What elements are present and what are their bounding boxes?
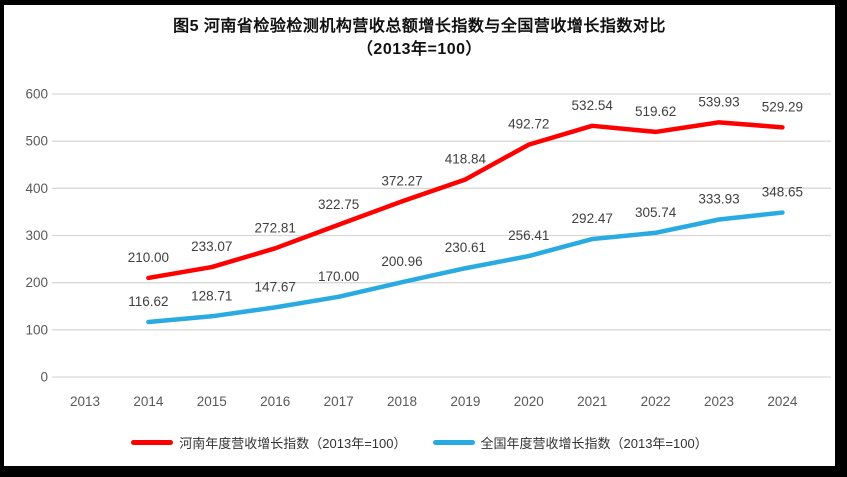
data-point-label: 230.61	[445, 240, 486, 255]
data-point-label: 128.71	[191, 288, 232, 303]
legend-item-henan: 河南年度营收增长指数（2013年=100）	[131, 433, 407, 452]
legend-line-national-icon	[432, 440, 475, 445]
data-point-label: 539.93	[698, 94, 739, 109]
data-point-label: 333.93	[698, 191, 739, 206]
y-axis-tick-label: 0	[40, 370, 48, 385]
data-point-label: 272.81	[255, 220, 296, 235]
data-point-label: 418.84	[445, 151, 487, 166]
data-point-label: 256.41	[508, 228, 549, 243]
data-point-label: 322.75	[318, 197, 359, 212]
y-axis-tick-label: 500	[25, 134, 48, 149]
legend-label-national: 全国年度营收增长指数（2013年=100）	[480, 436, 708, 451]
legend-item-national: 全国年度营收增长指数（2013年=100）	[432, 433, 708, 452]
x-axis-tick-label: 2020	[514, 394, 544, 409]
x-axis-tick-label: 2017	[324, 394, 354, 409]
data-point-label: 348.65	[762, 185, 803, 200]
data-point-label: 210.00	[128, 250, 169, 265]
data-point-label: 492.72	[508, 117, 549, 132]
chart-legend: 河南年度营收增长指数（2013年=100） 全国年度营收增长指数（2013年=1…	[4, 433, 835, 452]
chart-title: 图5 河南省检验检测机构营收总额增长指数与全国营收增长指数对比 （2013年=1…	[4, 15, 835, 61]
legend-label-henan: 河南年度营收增长指数（2013年=100）	[179, 436, 407, 451]
y-axis-tick-label: 400	[25, 181, 48, 196]
x-axis-tick-label: 2019	[450, 394, 480, 409]
data-point-label: 529.29	[762, 99, 803, 114]
y-axis-tick-label: 200	[25, 275, 48, 290]
data-point-label: 147.67	[255, 279, 296, 294]
line-chart-plot: 0 100 200 300 400 500 600 2013 2014 2015 2016 2017 2…	[25, 87, 831, 409]
chart-title-line2: （2013年=100）	[356, 41, 483, 58]
x-axis-tick-label: 2014	[133, 394, 164, 409]
x-axis-tick-label: 2016	[260, 394, 290, 409]
x-axis-tick-label: 2015	[197, 394, 227, 409]
data-point-label: 116.62	[128, 294, 168, 309]
x-axis-tick-label: 2023	[704, 394, 734, 409]
data-point-label: 170.00	[318, 269, 359, 284]
data-point-label: 532.54	[572, 98, 614, 113]
data-point-label: 292.47	[572, 211, 613, 226]
data-point-label: 519.62	[635, 104, 676, 119]
national-series-line	[146, 210, 785, 325]
x-axis-tick-label: 2024	[767, 394, 798, 409]
chart-title-line1: 图5 河南省检验检测机构营收总额增长指数与全国营收增长指数对比	[173, 18, 666, 35]
y-axis-tick-label: 100	[25, 322, 48, 337]
data-point-label: 372.27	[381, 173, 422, 188]
henan-series-line	[146, 120, 785, 281]
y-axis-tick-label: 300	[25, 228, 48, 243]
legend-line-henan-icon	[131, 440, 174, 445]
data-point-label: 233.07	[191, 239, 232, 254]
x-axis-tick-label: 2013	[70, 394, 100, 409]
x-axis-tick-label: 2022	[641, 394, 671, 409]
data-point-label: 305.74	[635, 205, 677, 220]
y-axis-tick-label: 600	[25, 87, 48, 102]
x-axis-tick-label: 2021	[577, 394, 607, 409]
data-point-label: 200.96	[381, 254, 422, 269]
x-axis-tick-label: 2018	[387, 394, 417, 409]
